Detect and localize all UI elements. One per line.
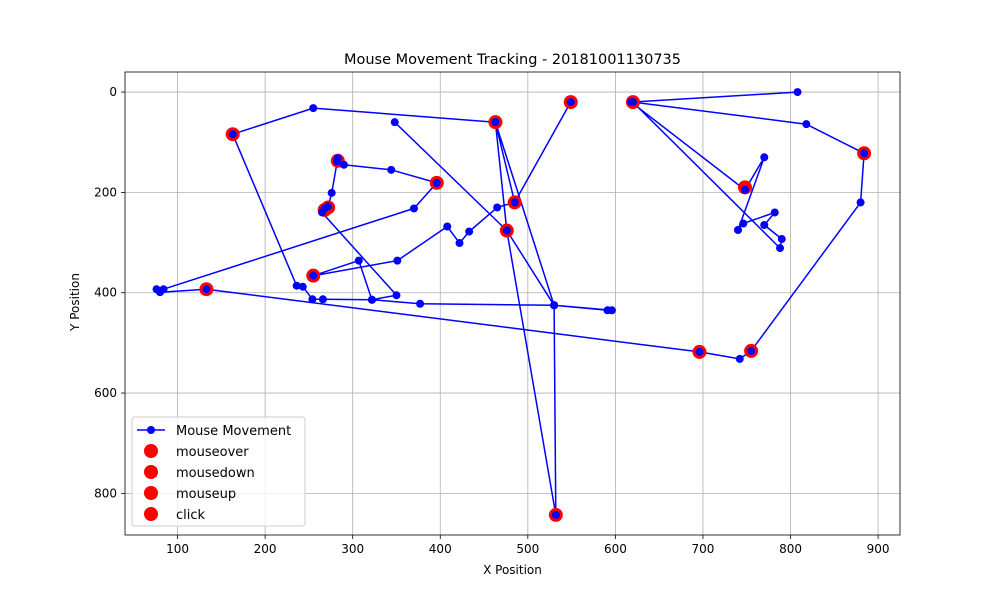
movement-point — [777, 235, 786, 244]
movement-point — [607, 306, 616, 315]
legend-label-mousedown: mousedown — [176, 466, 255, 481]
movement-point — [566, 98, 575, 107]
movement-point — [860, 149, 869, 158]
movement-point — [367, 295, 376, 304]
movement-point — [695, 347, 704, 356]
movement-point — [409, 204, 418, 213]
y-tick-label: 800 — [94, 486, 117, 500]
x-tick-label: 200 — [254, 542, 277, 556]
movement-point — [551, 510, 560, 519]
legend-label-mouse-movement: Mouse Movement — [176, 424, 291, 439]
movement-point — [202, 285, 211, 294]
movement-point — [318, 295, 327, 304]
movement-point — [390, 118, 399, 127]
movement-point — [354, 256, 363, 265]
x-tick-label: 300 — [341, 542, 364, 556]
movement-point — [760, 153, 769, 162]
movement-point — [856, 198, 865, 207]
x-tick-label: 700 — [692, 542, 715, 556]
y-axis-label: Y Position — [68, 273, 82, 332]
legend-label-mouseover: mouseover — [176, 445, 249, 460]
movement-point — [432, 178, 441, 187]
y-tick-label: 0 — [109, 85, 117, 99]
chart-title: Mouse Movement Tracking - 20181001130735 — [344, 52, 681, 68]
x-tick-label: 100 — [166, 542, 189, 556]
movement-point — [735, 354, 744, 363]
x-axis-label: X Position — [483, 563, 542, 577]
movement-point — [739, 219, 748, 228]
legend-label-click: click — [176, 508, 206, 523]
axes: 100 200 300 400 500 600 700 800 900 0 200 400 600 800 — [94, 85, 889, 556]
legend-event-swatch — [144, 444, 158, 458]
x-tick-label: 900 — [867, 542, 890, 556]
movement-point — [333, 154, 342, 163]
plot-frame — [124, 71, 901, 536]
movement-point — [510, 198, 519, 207]
movement-points — [152, 88, 869, 519]
x-tick-label: 600 — [604, 542, 627, 556]
legend-point-swatch — [147, 426, 155, 434]
movement-point — [393, 256, 402, 265]
movement-point — [443, 222, 452, 231]
legend-frame — [131, 416, 306, 527]
movement-point — [298, 282, 307, 291]
x-tick-label: 500 — [516, 542, 539, 556]
movement-point — [339, 160, 348, 169]
movement-point — [159, 285, 168, 294]
movement-path — [155, 91, 865, 516]
movement-point — [416, 299, 425, 308]
y-tick-label: 600 — [94, 386, 117, 400]
movement-point — [802, 120, 811, 129]
movement-point — [491, 118, 500, 127]
movement-point — [741, 185, 749, 194]
movement-point — [309, 271, 318, 280]
movement-point — [309, 104, 318, 113]
y-tick-label: 200 — [94, 185, 117, 199]
movement-point — [747, 346, 756, 355]
movement-point — [465, 227, 474, 236]
movement-point — [392, 291, 401, 300]
movement-point — [550, 301, 559, 310]
movement-point — [327, 188, 336, 197]
movement-point — [628, 98, 637, 107]
movement-point — [733, 226, 742, 235]
movement-point — [502, 226, 511, 235]
movement-point — [455, 239, 464, 248]
movement-point — [493, 203, 502, 212]
movement-point — [793, 88, 802, 97]
legend: Mouse Movement mouseover mousedown mouse… — [131, 416, 306, 527]
y-tick-label: 400 — [94, 286, 117, 300]
movement-point — [770, 208, 779, 217]
legend-event-swatch — [144, 486, 158, 500]
movement-point — [760, 220, 769, 229]
movement-point — [387, 165, 396, 174]
legend-event-swatch — [144, 507, 158, 521]
x-tick-label: 400 — [429, 542, 452, 556]
movement-line — [155, 91, 865, 516]
movement-point — [318, 208, 327, 217]
movement-point — [776, 244, 785, 253]
legend-event-swatch — [144, 465, 158, 479]
movement-point — [292, 281, 301, 290]
legend-label-mouseup: mouseup — [176, 487, 236, 502]
movement-point — [228, 130, 237, 139]
x-tick-label: 800 — [779, 542, 802, 556]
movement-point — [152, 285, 161, 294]
movement-point — [308, 295, 317, 304]
